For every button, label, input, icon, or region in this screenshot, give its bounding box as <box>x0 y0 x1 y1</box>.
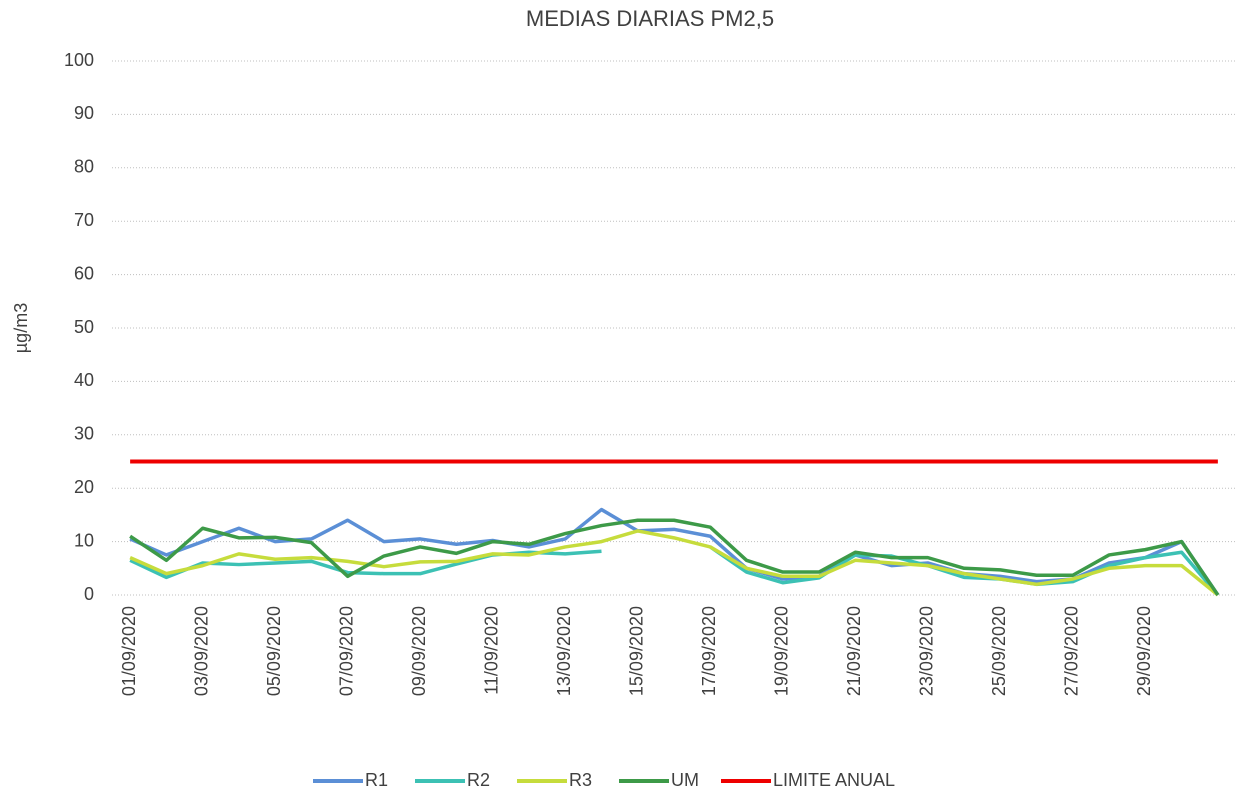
y-tick-label: 50 <box>74 317 94 337</box>
y-tick-label: 60 <box>74 263 94 283</box>
x-tick-label: 21/09/2020 <box>844 606 864 696</box>
y-tick-label: 10 <box>74 530 94 550</box>
series-line <box>129 507 1220 596</box>
y-tick-label: 0 <box>84 584 94 604</box>
legend-label: R1 <box>365 770 388 790</box>
x-tick-label: 23/09/2020 <box>917 606 937 696</box>
series-line <box>129 529 1219 597</box>
legend-label: R2 <box>467 770 490 790</box>
x-tick-label: 07/09/2020 <box>336 606 356 696</box>
x-tick-label: 29/09/2020 <box>1134 606 1154 696</box>
y-tick-label: 20 <box>74 477 94 497</box>
legend-label: LIMITE ANUAL <box>773 770 895 790</box>
y-tick-label: 90 <box>74 103 94 123</box>
legend-label: UM <box>671 770 699 790</box>
x-tick-label: 11/09/2020 <box>481 606 501 695</box>
x-tick-label: 25/09/2020 <box>989 606 1009 696</box>
x-tick-label: 15/09/2020 <box>626 606 646 696</box>
y-tick-label: 100 <box>64 50 94 70</box>
x-tick-label: 19/09/2020 <box>772 606 792 696</box>
x-tick-label: 03/09/2020 <box>191 606 211 696</box>
series-line <box>129 518 1220 596</box>
x-tick-label: 09/09/2020 <box>409 606 429 696</box>
series-line <box>129 545 1220 597</box>
legend-label: R3 <box>569 770 592 790</box>
x-tick-label: 05/09/2020 <box>264 606 284 696</box>
chart-title: MEDIAS DIARIAS PM2,5 <box>526 6 774 31</box>
y-axis-label: µg/m3 <box>11 303 31 353</box>
x-tick-label: 01/09/2020 <box>119 606 139 696</box>
x-tick-label: 17/09/2020 <box>699 606 719 696</box>
y-tick-label: 70 <box>74 210 94 230</box>
x-tick-label: 13/09/2020 <box>554 606 574 696</box>
y-tick-label: 30 <box>74 424 94 444</box>
y-tick-label: 40 <box>74 370 94 390</box>
x-tick-label: 27/09/2020 <box>1062 606 1082 696</box>
y-tick-label: 80 <box>74 157 94 177</box>
